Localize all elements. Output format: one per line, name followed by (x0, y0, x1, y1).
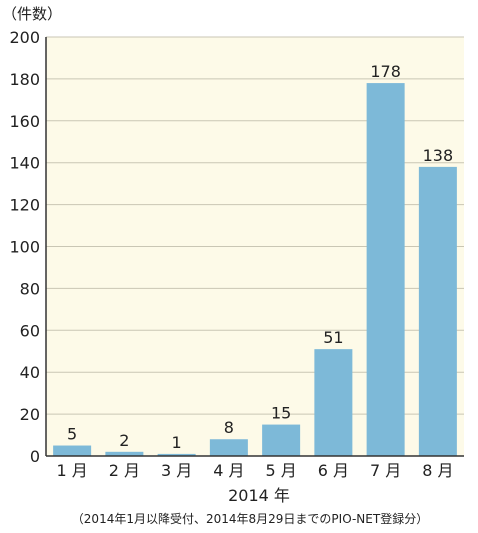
bar (209, 439, 248, 456)
y-tick-label: 200 (9, 28, 40, 47)
y-tick-label: 100 (9, 238, 40, 257)
bar (314, 349, 353, 456)
x-tick-label: 2 月 (109, 461, 140, 480)
data-labels: 5 2 1 8 15 51 178 138 (67, 62, 453, 452)
y-tick-label: 60 (20, 321, 40, 340)
x-axis-title: 2014 年 (228, 486, 290, 505)
data-label: 51 (323, 328, 343, 347)
data-label: 178 (370, 62, 401, 81)
y-tick-label: 180 (9, 70, 40, 89)
y-tick-label: 140 (9, 154, 40, 173)
bar (262, 424, 301, 456)
data-label: 1 (172, 433, 182, 452)
x-tick-label: 1 月 (56, 461, 87, 480)
y-tick-label: 20 (20, 405, 40, 424)
x-tick-label: 7 月 (370, 461, 401, 480)
y-tick-label: 40 (20, 363, 40, 382)
x-tick-label: 3 月 (161, 461, 192, 480)
data-label: 5 (67, 425, 77, 444)
x-tick-label: 5 月 (265, 461, 296, 480)
y-tick-label: 120 (9, 196, 40, 215)
x-tick-label: 8 月 (422, 461, 453, 480)
y-tick-label: 0 (30, 447, 40, 466)
bar (157, 453, 196, 456)
x-tick-label: 4 月 (213, 461, 244, 480)
data-label: 15 (271, 404, 291, 423)
data-label: 138 (423, 146, 454, 165)
y-axis-ticks: 0 20 40 60 80 100 120 140 160 180 200 (9, 28, 40, 466)
x-tick-label: 6 月 (318, 461, 349, 480)
footnote: （2014年1月以降受付、2014年8月29日までのPIO-NET登録分） (72, 511, 428, 526)
y-tick-label: 160 (9, 112, 40, 131)
y-axis-unit-label: （件数） (2, 5, 62, 23)
y-tick-label: 80 (20, 279, 40, 298)
bar (53, 445, 92, 456)
data-label: 8 (224, 418, 234, 437)
bars (53, 83, 457, 456)
x-axis-ticks: 1 月 2 月 3 月 4 月 5 月 6 月 7 月 8 月 (56, 461, 453, 480)
bar (366, 83, 405, 456)
data-label: 2 (119, 431, 129, 450)
bar (105, 451, 144, 456)
bar (418, 166, 457, 456)
